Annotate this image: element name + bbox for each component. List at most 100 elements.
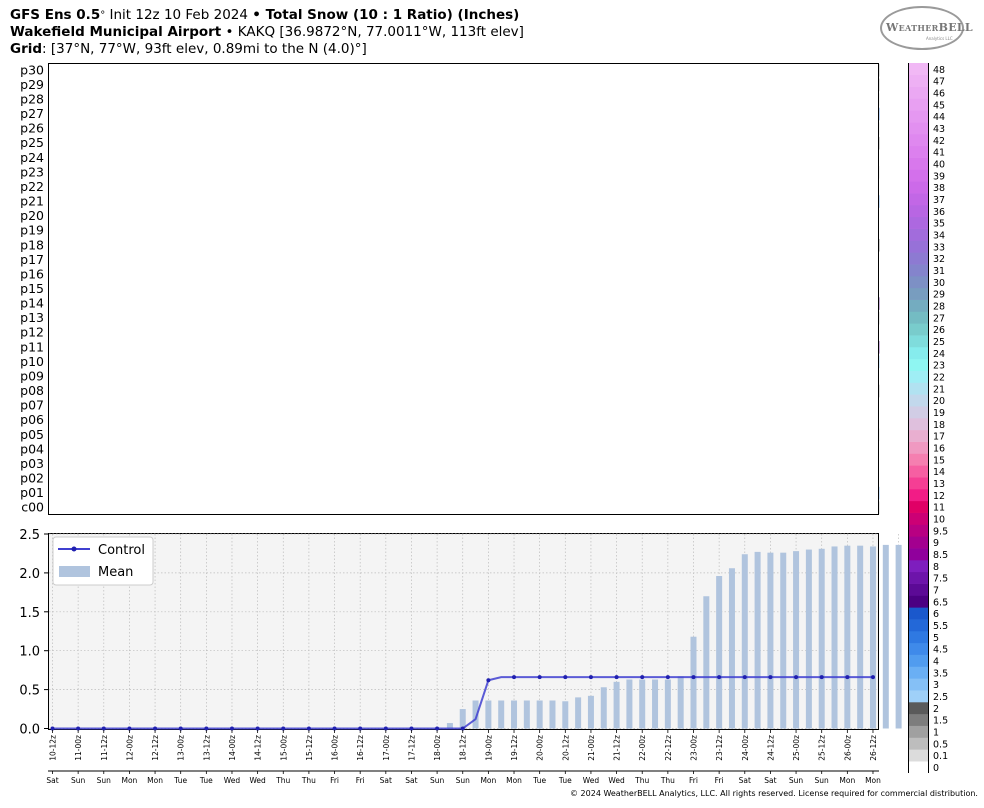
colorbar-label: 0 bbox=[933, 763, 939, 774]
x-tick-label: 15-00z bbox=[279, 735, 288, 761]
site-details: • KAKQ [36.9872°N, 77.0011°W, 113ft elev… bbox=[221, 24, 524, 40]
x-tick-label: 23-00z bbox=[690, 735, 699, 761]
colorbar-label: 6.5 bbox=[933, 597, 948, 608]
colorbar-label: 48 bbox=[933, 65, 945, 76]
colorbar-label: 34 bbox=[933, 231, 945, 242]
mean-bar bbox=[869, 546, 876, 729]
x-tick-label: 18-12z bbox=[459, 735, 468, 761]
line-chart-frame bbox=[48, 533, 879, 730]
control-point bbox=[640, 675, 645, 680]
x-tick-label: 14-12z bbox=[254, 735, 263, 761]
day-label: Mon bbox=[147, 776, 163, 785]
control-point bbox=[691, 675, 696, 680]
colorbar-swatch bbox=[909, 299, 928, 312]
colorbar-label: 30 bbox=[933, 278, 945, 289]
mean-bar bbox=[446, 723, 453, 729]
day-label: Fri bbox=[356, 776, 365, 785]
x-tick-label: 26-12z bbox=[869, 735, 878, 761]
control-point bbox=[768, 675, 773, 680]
y-tick-label: 0.0 bbox=[19, 723, 40, 738]
row-label-p07: p07 bbox=[20, 398, 44, 413]
control-point bbox=[460, 726, 465, 731]
logo-subtext: Analytics LLC bbox=[926, 36, 953, 41]
mean-bar bbox=[703, 596, 710, 729]
colorbar-label: 29 bbox=[933, 290, 945, 301]
colorbar-swatch bbox=[909, 110, 928, 123]
day-label: Fri bbox=[330, 776, 339, 785]
colorbar-swatch bbox=[909, 654, 928, 667]
colorbar-swatch bbox=[909, 358, 928, 371]
day-label: Sat bbox=[764, 776, 776, 785]
day-label: Sun bbox=[789, 776, 804, 785]
colorbar-swatch bbox=[909, 74, 928, 87]
control-point bbox=[794, 675, 799, 680]
colorbar-swatch bbox=[909, 453, 928, 466]
mean-bar bbox=[818, 548, 825, 729]
colorbar-label: 8.5 bbox=[933, 550, 948, 561]
day-label: Thu bbox=[634, 776, 649, 785]
row-label-p01: p01 bbox=[20, 485, 44, 500]
x-tick-label: 24-12z bbox=[766, 735, 775, 761]
colorbar-label: 26 bbox=[933, 325, 945, 336]
mean-bar bbox=[857, 545, 864, 729]
colorbar-swatch bbox=[909, 737, 928, 750]
colorbar-label: 16 bbox=[933, 444, 945, 455]
colorbar-label: 44 bbox=[933, 112, 945, 123]
control-point bbox=[870, 675, 875, 680]
colorbar-swatch bbox=[909, 441, 928, 454]
x-tick-label: 12-12z bbox=[151, 735, 160, 761]
mean-bar bbox=[459, 709, 466, 729]
colorbar-label: 3.5 bbox=[933, 668, 948, 679]
mean-bar bbox=[754, 551, 761, 729]
day-label: Mon bbox=[839, 776, 855, 785]
colorbar-swatch bbox=[909, 678, 928, 691]
colorbar-swatch bbox=[909, 489, 928, 502]
y-tick-label: 2.0 bbox=[19, 567, 40, 582]
y-tick-label: 1.5 bbox=[19, 606, 40, 621]
colorbar-label: 28 bbox=[933, 302, 945, 313]
y-tick-label: 1.0 bbox=[19, 645, 40, 660]
colorbar-swatch bbox=[909, 122, 928, 135]
row-label-p12: p12 bbox=[20, 325, 44, 340]
day-label: Wed bbox=[249, 776, 266, 785]
colorbar-label: 0.1 bbox=[933, 751, 948, 762]
day-label: Fri bbox=[689, 776, 698, 785]
control-point bbox=[204, 726, 209, 731]
row-label-p04: p04 bbox=[20, 441, 44, 456]
colorbar-label: 11 bbox=[933, 503, 945, 514]
x-tick-label: 21-00z bbox=[587, 735, 596, 761]
row-label-p25: p25 bbox=[20, 135, 44, 150]
colorbar-swatch bbox=[909, 524, 928, 537]
row-label-p29: p29 bbox=[20, 77, 44, 92]
mean-bar bbox=[549, 700, 556, 729]
x-tick-label: 19-00z bbox=[484, 735, 493, 761]
mean-bar bbox=[536, 700, 543, 729]
row-label-p18: p18 bbox=[20, 237, 44, 252]
colorbar-label: 4.5 bbox=[933, 645, 948, 656]
x-tick-label: 23-12z bbox=[715, 735, 724, 761]
control-point bbox=[819, 675, 824, 680]
colorbar-swatch bbox=[909, 240, 928, 253]
colorbar-swatch bbox=[909, 181, 928, 194]
control-point bbox=[76, 726, 81, 731]
row-label-p23: p23 bbox=[20, 164, 44, 179]
control-point bbox=[281, 726, 286, 731]
row-label-p03: p03 bbox=[20, 456, 44, 471]
colorbar-swatch bbox=[909, 702, 928, 715]
control-point bbox=[742, 675, 747, 680]
colorbar-swatch bbox=[909, 631, 928, 644]
control-point bbox=[435, 726, 440, 731]
colorbar-label: 45 bbox=[933, 100, 945, 111]
mean-bar bbox=[587, 695, 594, 729]
colorbar-label: 22 bbox=[933, 373, 945, 384]
colorbar-label: 14 bbox=[933, 467, 945, 478]
colorbar-swatch bbox=[909, 500, 928, 513]
control-point bbox=[306, 726, 311, 731]
grid-details: : [37°N, 77°W, 93ft elev, 0.89mi to the … bbox=[42, 41, 367, 57]
colorbar-swatch bbox=[909, 536, 928, 549]
row-label-p15: p15 bbox=[20, 281, 44, 296]
control-point bbox=[332, 726, 337, 731]
control-point bbox=[486, 678, 491, 683]
row-label-p20: p20 bbox=[20, 208, 44, 223]
colorbar-label: 2.5 bbox=[933, 692, 948, 703]
